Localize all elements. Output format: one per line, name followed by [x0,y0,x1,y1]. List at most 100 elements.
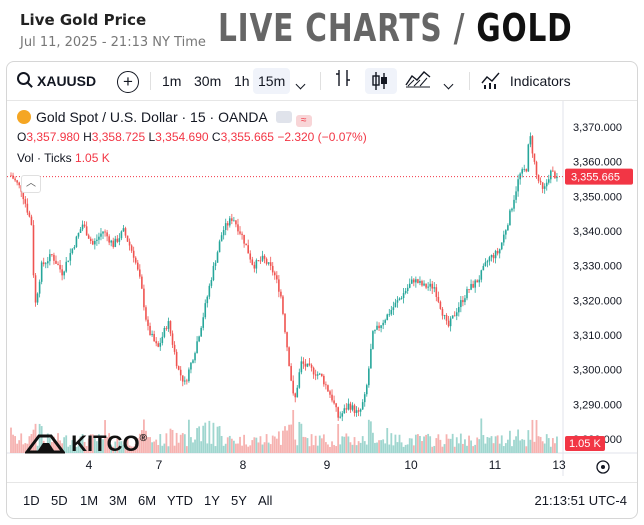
volume-bar [241,445,243,453]
chart-toolbar: XAUUSD + 1m 30m 1h 15m Indicators [7,62,637,101]
ohlc-legend: O3,357.980 H3,358.725 L3,354.690 C3,355.… [17,130,367,144]
interval-dropdown[interactable] [295,70,306,96]
volume-bar [177,442,180,453]
volume-bar [237,443,239,453]
symbol-search[interactable]: XAUUSD [17,68,96,94]
wave-icon[interactable]: ≈ [295,115,312,127]
y-tick-label: 3,340.000 [573,226,622,238]
interval-1m[interactable]: 1m [162,73,182,89]
volume-bar [310,434,313,453]
range-ytd[interactable]: YTD [167,493,193,508]
volume-bar [267,442,270,453]
candle [292,380,294,394]
candle [171,333,174,345]
candle [30,216,33,226]
volume-bar [339,444,342,453]
x-tick-label: 13 [552,458,566,472]
candle [294,393,297,398]
volume-bar [81,433,84,453]
volume-bar [519,440,522,453]
volume-bar [453,446,456,453]
range-5d[interactable]: 5D [51,493,68,508]
candle [284,313,286,333]
interval-15m[interactable]: 15m [253,68,291,94]
interval-1h[interactable]: 1h [234,73,250,89]
candle [196,341,198,354]
volume-bar [476,437,479,453]
volume-bar [439,439,442,453]
volume-bar [554,443,556,453]
candle [455,312,458,316]
candle [32,225,35,276]
volume-bar [449,438,452,453]
compare-add-icon[interactable]: + [117,71,139,93]
candle [44,263,47,265]
range-bar: 1D 5D 1M 3M 6M YTD 1Y 5Y All 21:13:51 UT… [7,482,637,518]
volume-bar [269,444,272,453]
range-1y[interactable]: 1Y [204,493,220,508]
candle [476,280,479,283]
volume-bar [169,428,172,453]
volume-bar [192,442,194,453]
candle [165,327,168,329]
candle [365,385,368,395]
volume-bar [327,444,329,453]
volume-bar [104,420,106,453]
range-3m[interactable]: 3M [109,493,128,508]
volume-bar [390,433,393,453]
candle [10,175,12,177]
candle [55,260,57,264]
candle [65,261,68,272]
page-header: Live Gold Price Jul 11, 2025 - 21:13 NY … [0,0,644,60]
volume-bar [91,434,94,453]
candle [388,314,391,316]
indicators-button[interactable]: Indicators [481,68,571,94]
volume-bar [190,437,192,453]
range-6m[interactable]: 6M [138,493,157,508]
volume-bar [75,446,78,453]
volume-bar [218,426,221,453]
candle [298,372,301,388]
candle [194,353,196,361]
candle [505,230,507,235]
volume-bar [151,442,153,453]
volume-bar [488,437,491,453]
candle [523,169,526,170]
bar-replay-icon[interactable] [335,68,351,94]
candle [308,363,311,365]
range-5y[interactable]: 5Y [231,493,247,508]
candle [175,351,178,367]
candle [531,136,534,154]
candle [533,153,536,162]
price-chart[interactable]: 3,370.000 3,360.000 3,350.000 3,340.000 3,33… [7,101,637,476]
volume-bar [392,445,395,453]
volume-bar [286,430,288,453]
range-all[interactable]: All [258,493,273,508]
volume-bar [427,433,430,453]
area-chart-type-icon[interactable] [405,68,431,94]
candle [73,246,76,249]
volume-bar [406,444,409,453]
volume-bar [69,444,72,453]
candlestick-chart[interactable]: 3,370.000 3,360.000 3,350.000 3,340.000 3,33… [7,101,637,476]
interval-30m[interactable]: 30m [194,73,222,89]
volume-bar [333,444,335,453]
candle [433,287,436,289]
candle [453,315,456,317]
volume-bar [320,438,323,453]
candle [83,224,86,227]
candles-chart-type-icon[interactable] [365,68,397,94]
range-1d[interactable]: 1D [23,493,40,508]
y-tick-label: 3,360.000 [573,157,622,169]
eye-icon[interactable] [275,111,292,123]
candle [392,307,395,310]
chart-type-dropdown[interactable] [443,70,454,96]
candle [184,380,186,382]
range-1m[interactable]: 1M [80,493,99,508]
clock-timezone[interactable]: 21:13:51 UTC-4 [534,493,628,508]
settings-gear-icon[interactable] [596,460,610,474]
volume-bar [200,441,203,453]
collapse-legend-button[interactable]: ︿ [21,175,41,193]
volume-bar [145,430,147,453]
volume-bar [296,445,299,453]
